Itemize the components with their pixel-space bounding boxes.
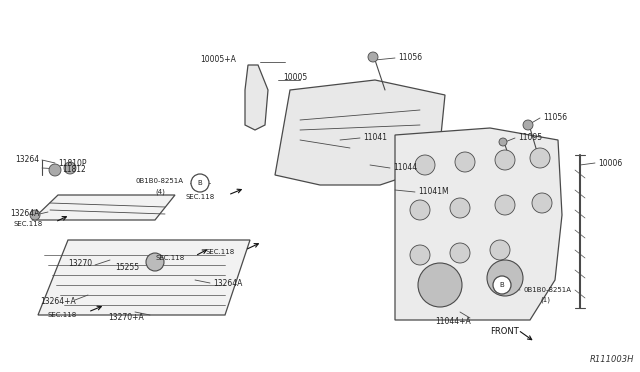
Text: 0B1B0-8251A: 0B1B0-8251A [135,178,183,184]
Text: 11041: 11041 [363,134,387,142]
Circle shape [418,263,462,307]
Text: 13264+A: 13264+A [40,298,76,307]
Circle shape [146,253,164,271]
Text: 13270: 13270 [68,259,92,267]
Text: 10006: 10006 [598,158,622,167]
Text: 13264A: 13264A [10,208,40,218]
Text: 13264A: 13264A [213,279,243,288]
Text: (1): (1) [540,297,550,303]
Text: SEC.118: SEC.118 [205,249,234,255]
Text: FRONT: FRONT [490,327,519,337]
Text: SEC.118: SEC.118 [48,312,77,318]
Circle shape [532,193,552,213]
Circle shape [191,174,209,192]
Text: (4): (4) [155,189,165,195]
Circle shape [495,195,515,215]
Text: R111003H: R111003H [590,356,634,365]
Text: SEC.118: SEC.118 [155,255,184,261]
Text: 13270+A: 13270+A [108,314,144,323]
Text: 11812: 11812 [62,166,86,174]
Circle shape [450,243,470,263]
Circle shape [455,152,475,172]
Text: 11810P: 11810P [58,158,86,167]
Circle shape [30,210,40,220]
Text: 11095: 11095 [518,134,542,142]
Text: 11044: 11044 [393,164,417,173]
Circle shape [490,240,510,260]
Polygon shape [38,240,250,315]
Text: 11056: 11056 [543,113,567,122]
Polygon shape [395,128,562,320]
Text: 10005: 10005 [283,74,307,83]
Circle shape [49,164,61,176]
Text: SEC.118: SEC.118 [14,221,44,227]
Circle shape [487,260,523,296]
Text: 11056: 11056 [398,54,422,62]
Text: 11044+A: 11044+A [435,317,471,327]
Text: SEC.118: SEC.118 [185,194,214,200]
Circle shape [410,200,430,220]
Circle shape [530,148,550,168]
Circle shape [415,155,435,175]
Circle shape [64,162,76,174]
Circle shape [410,245,430,265]
Circle shape [450,198,470,218]
Polygon shape [245,65,268,130]
Circle shape [523,120,533,130]
Text: B: B [198,180,202,186]
Circle shape [493,276,511,294]
Circle shape [499,138,507,146]
Circle shape [368,52,378,62]
Polygon shape [275,80,445,185]
Text: 13264: 13264 [15,154,39,164]
Polygon shape [32,195,175,220]
Text: 10005+A: 10005+A [200,55,236,64]
Text: 11041M: 11041M [418,187,449,196]
Text: B: B [500,282,504,288]
Circle shape [495,150,515,170]
Text: 15255: 15255 [115,263,139,272]
Text: 0B1B0-8251A: 0B1B0-8251A [523,287,571,293]
